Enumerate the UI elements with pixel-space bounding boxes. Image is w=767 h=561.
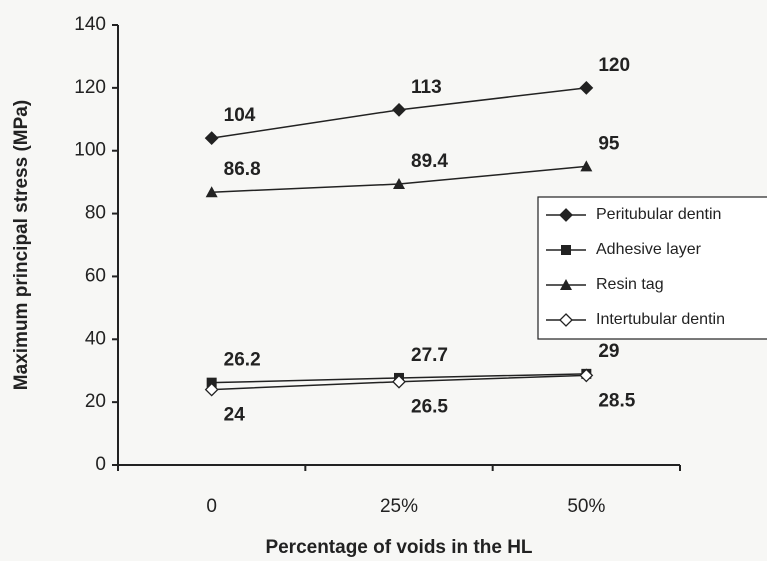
- marker: [392, 374, 406, 389]
- legend-label: Adhesive layer: [596, 241, 702, 258]
- legend-label: Intertubular dentin: [596, 311, 725, 328]
- data-label: 28.5: [598, 390, 635, 411]
- data-label: 86.8: [224, 159, 261, 180]
- marker: [559, 208, 573, 222]
- marker: [392, 102, 406, 117]
- data-label: 29: [598, 341, 619, 362]
- x-tick-label: 50%: [567, 496, 605, 517]
- y-tick-label: 60: [85, 265, 106, 286]
- y-tick-label: 100: [74, 140, 106, 161]
- marker: [393, 178, 405, 190]
- data-label: 26.2: [224, 350, 261, 371]
- y-tick-label: 140: [74, 14, 106, 35]
- data-label: 95: [598, 133, 620, 154]
- y-axis-title: Maximum principal stress (MPa): [11, 100, 32, 390]
- data-label: 27.7: [411, 345, 448, 366]
- data-label: 104: [224, 105, 256, 126]
- x-tick-label: 0: [206, 496, 217, 517]
- y-tick-label: 20: [85, 391, 106, 412]
- y-tick-label: 40: [85, 328, 106, 349]
- data-label: 24: [224, 405, 246, 426]
- marker: [205, 186, 218, 198]
- data-label: 120: [598, 55, 630, 76]
- y-tick-label: 80: [85, 203, 106, 224]
- data-label: 26.5: [411, 397, 448, 418]
- legend-label: Peritubular dentin: [596, 206, 721, 223]
- marker: [580, 160, 593, 172]
- marker: [579, 80, 594, 95]
- marker: [560, 279, 572, 290]
- data-label: 113: [411, 77, 442, 98]
- legend-box: [537, 196, 767, 340]
- y-tick-label: 120: [74, 77, 106, 98]
- data-label: 89.4: [411, 151, 448, 172]
- marker: [204, 382, 219, 397]
- y-tick-label: 0: [95, 454, 106, 475]
- x-axis-title: Percentage of voids in the HL: [265, 537, 532, 558]
- legend-label: Resin tag: [596, 276, 664, 293]
- marker: [204, 131, 219, 146]
- marker: [559, 313, 573, 327]
- marker: [579, 368, 594, 383]
- x-tick-label: 25%: [380, 496, 418, 517]
- marker: [561, 245, 571, 255]
